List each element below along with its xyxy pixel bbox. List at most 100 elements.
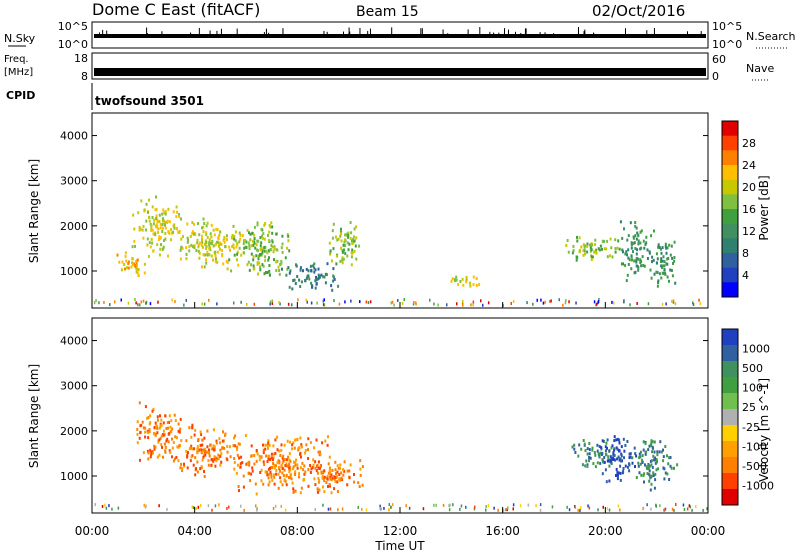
data-cell xyxy=(331,476,334,480)
data-cell xyxy=(218,241,221,245)
data-cell xyxy=(163,211,166,215)
data-cell xyxy=(199,443,202,447)
data-cell xyxy=(303,464,306,468)
data-cell xyxy=(230,269,233,273)
data-cell xyxy=(277,472,280,476)
data-cell xyxy=(649,474,651,478)
data-cell xyxy=(650,442,653,446)
data-cell xyxy=(299,268,302,272)
data-cell xyxy=(249,238,252,242)
data-cell xyxy=(584,449,587,453)
data-cell xyxy=(285,462,288,466)
data-cell xyxy=(238,456,241,460)
ground-scatter-cell xyxy=(246,302,248,306)
data-cell xyxy=(210,463,213,467)
data-cell xyxy=(657,279,660,283)
data-cell xyxy=(165,439,168,443)
freq-tick-bottom: 8 xyxy=(81,70,88,83)
data-cell xyxy=(352,237,355,241)
ground-scatter-cell xyxy=(512,300,515,303)
data-cell xyxy=(631,258,633,262)
ground-scatter-cell xyxy=(197,505,200,509)
data-cell xyxy=(343,248,345,252)
data-cell xyxy=(239,237,242,241)
data-cell xyxy=(164,446,167,450)
ground-scatter-cell xyxy=(397,299,399,302)
data-cell xyxy=(138,225,141,229)
data-cell xyxy=(660,260,662,263)
data-cell xyxy=(149,448,152,452)
data-cell xyxy=(281,250,284,254)
data-cell xyxy=(157,231,159,234)
data-cell xyxy=(155,217,158,220)
data-cell xyxy=(634,270,637,274)
data-cell xyxy=(198,233,201,237)
data-cell xyxy=(639,455,642,459)
data-cell xyxy=(613,448,616,452)
data-cell xyxy=(204,253,207,257)
data-cell xyxy=(160,443,163,447)
data-cell xyxy=(191,230,194,234)
data-cell xyxy=(637,461,640,465)
data-cell xyxy=(334,468,337,472)
data-cell xyxy=(210,235,213,239)
data-cell xyxy=(248,247,251,251)
data-cell xyxy=(247,471,250,475)
data-cell xyxy=(273,247,276,250)
ground-scatter-cell xyxy=(139,303,141,307)
data-cell xyxy=(294,463,297,467)
data-cell xyxy=(155,195,157,199)
data-cell xyxy=(332,274,335,278)
colorbar-tick-label: 28 xyxy=(742,137,756,150)
data-cell xyxy=(151,241,154,245)
data-cell xyxy=(201,443,204,447)
data-cell xyxy=(214,464,217,468)
data-cell xyxy=(230,236,233,239)
data-cell xyxy=(642,448,645,452)
data-cell xyxy=(347,234,350,237)
freq-label: Freq. xyxy=(4,54,29,65)
data-cell xyxy=(220,242,223,246)
data-cell xyxy=(149,414,152,418)
data-cell xyxy=(260,455,263,459)
data-cell xyxy=(168,420,170,424)
ground-scatter-cell xyxy=(203,302,206,306)
data-cell xyxy=(226,267,229,271)
colorbar-band xyxy=(722,377,738,394)
data-cell xyxy=(244,238,247,242)
data-cell xyxy=(331,288,334,292)
data-cell xyxy=(259,236,262,240)
data-cell xyxy=(653,272,656,276)
data-cell xyxy=(628,462,630,466)
ground-scatter-cell xyxy=(642,506,645,510)
data-cell xyxy=(337,237,340,241)
data-cell xyxy=(238,231,241,235)
data-cell xyxy=(315,275,317,279)
data-cell xyxy=(283,458,286,462)
data-cell xyxy=(575,258,578,262)
ground-scatter-cell xyxy=(472,300,475,304)
data-cell xyxy=(309,471,312,474)
data-cell xyxy=(206,221,209,225)
data-cell xyxy=(146,449,149,453)
x-axis-label: Time UT xyxy=(374,539,425,553)
data-cell xyxy=(664,272,667,276)
data-cell xyxy=(202,455,205,459)
ground-scatter-cell xyxy=(322,303,325,307)
data-cell xyxy=(589,243,591,247)
data-cell xyxy=(242,485,245,489)
data-cell xyxy=(271,245,274,249)
data-cell xyxy=(638,456,641,460)
colorbar-band xyxy=(722,409,738,426)
data-cell xyxy=(196,451,199,455)
data-cell xyxy=(655,458,658,462)
data-cell xyxy=(622,467,625,470)
data-cell xyxy=(640,458,643,462)
data-cell xyxy=(273,245,276,249)
data-cell xyxy=(262,232,265,236)
nsky-tick-bottom: 10^0 xyxy=(58,38,88,51)
data-cell xyxy=(275,269,278,272)
data-cell xyxy=(232,224,235,228)
data-cell xyxy=(671,256,674,260)
